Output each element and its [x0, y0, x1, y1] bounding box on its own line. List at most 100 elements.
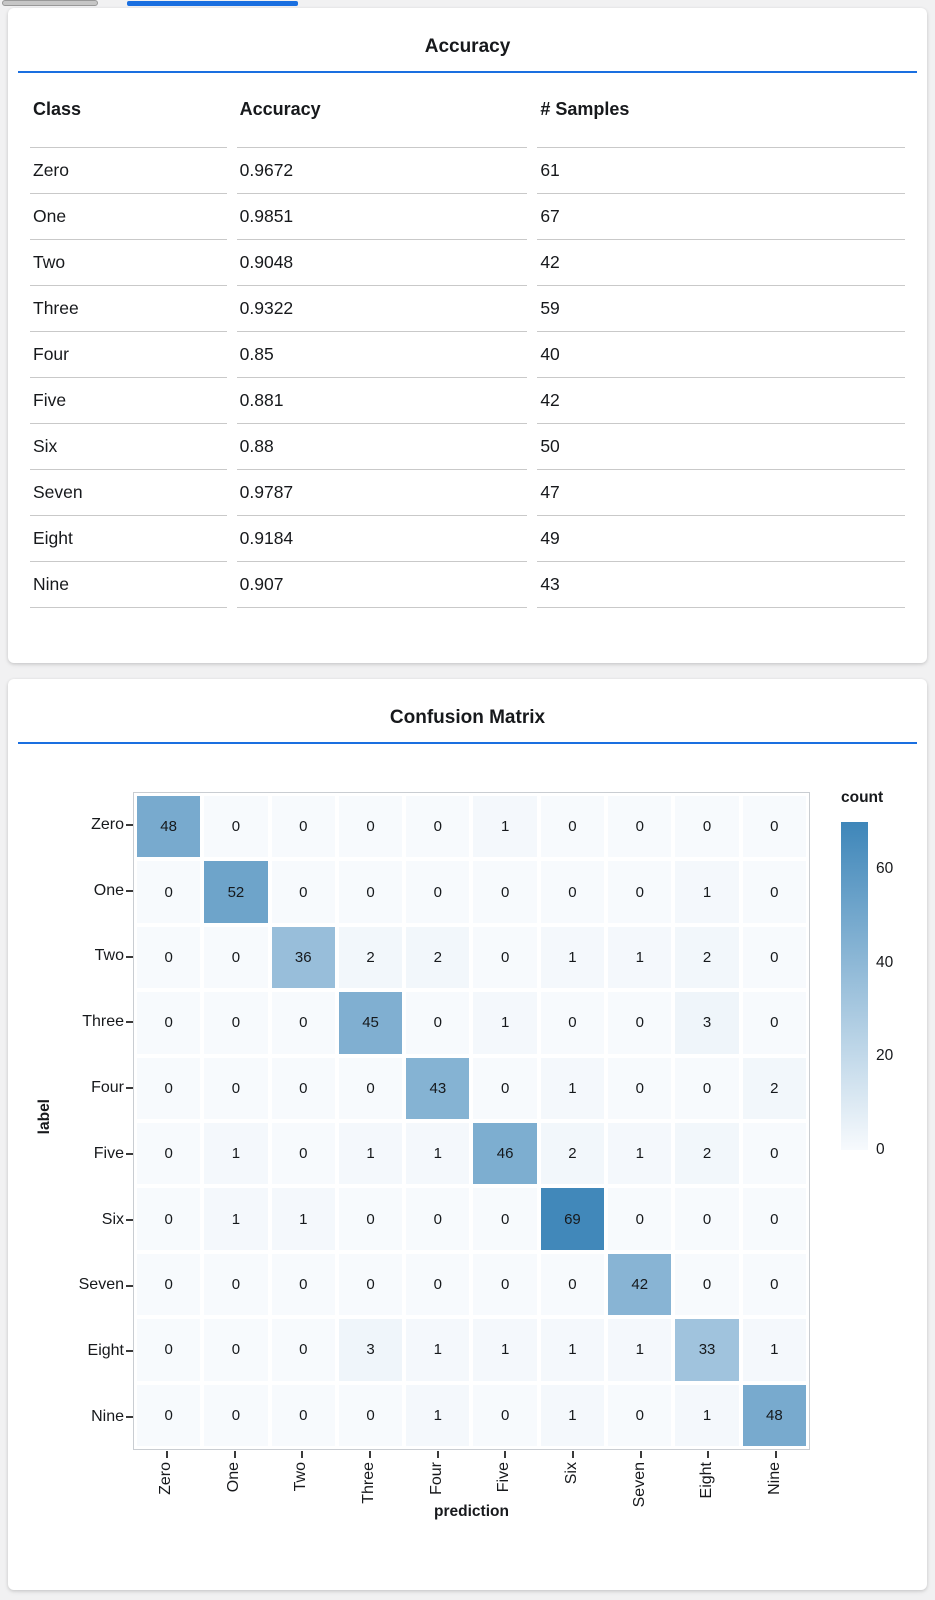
heatmap-cell: 43: [406, 1057, 470, 1119]
heatmap-cell: 0: [473, 926, 537, 989]
heatmap-cell: 0: [473, 1188, 537, 1250]
heatmap-cell: 0: [608, 1384, 672, 1446]
heatmap-cell: 0: [540, 1253, 605, 1316]
table-row: Five 0.881 42: [30, 378, 905, 424]
scrollbar-thumb[interactable]: [2, 0, 98, 6]
heatmap-cell: 0: [204, 1384, 268, 1446]
confusion-matrix-chart: 48 0 0 0 0 1 0 0 0 0 0 52 0 0 0 0 0 0 1 0 0 0 36 2 2 0 1 1 2 0 0 0 0 45 0 1…: [8, 679, 927, 1590]
heatmap-cell: 0: [338, 796, 403, 858]
class-cell: Two: [30, 240, 227, 286]
heatmap-cell: 0: [608, 1188, 672, 1250]
heatmap-cell: 0: [204, 992, 268, 1054]
heatmap-cell: 0: [608, 796, 672, 858]
heatmap-cell: 1: [473, 1319, 537, 1381]
x-tick-label: Four: [427, 1462, 445, 1495]
samples-cell: 61: [537, 148, 905, 194]
heatmap-cell: 0: [271, 1253, 335, 1316]
samples-cell: 47: [537, 470, 905, 516]
x-tick-label: One: [224, 1462, 242, 1493]
heatmap-cell: 1: [675, 861, 739, 923]
class-cell: Eight: [30, 516, 227, 562]
heatmap-cell: 0: [338, 1057, 403, 1119]
heatmap-cell: 0: [271, 1384, 335, 1446]
y-tick-label: Five: [93, 1144, 124, 1162]
y-tick-label: Six: [101, 1210, 124, 1228]
heatmap-cell: 0: [675, 1057, 739, 1119]
title-divider: [18, 71, 917, 73]
heatmap-cell: 0: [742, 926, 806, 989]
heatmap-cell: 0: [473, 861, 537, 923]
x-tick-label: Six: [563, 1462, 581, 1485]
class-cell: Five: [30, 378, 227, 424]
class-cell: Zero: [30, 148, 227, 194]
heatmap-cell: 46: [473, 1123, 537, 1185]
heatmap-cell: 0: [137, 992, 201, 1054]
heatmap-cell: 48: [137, 796, 201, 858]
table-row: Nine 0.907 43: [30, 562, 905, 608]
table-row: One 0.9851 67: [30, 194, 905, 240]
y-tick-label: Two: [94, 947, 124, 965]
accuracy-cell: 0.88: [236, 424, 528, 470]
heatmap-cell: 69: [540, 1188, 605, 1250]
x-tick-mark: [233, 1451, 236, 1458]
heatmap-cell: 2: [742, 1057, 806, 1119]
x-tick-label: Nine: [766, 1462, 784, 1495]
samples-cell: 42: [537, 240, 905, 286]
legend-tick-label: 40: [876, 953, 894, 971]
heatmap-cell: 3: [338, 1319, 403, 1381]
heatmap-cell: 0: [675, 1253, 739, 1316]
heatmap-cell: 0: [473, 1253, 537, 1316]
accuracy-panel: Accuracy Class Accuracy # Samples Zero 0.96…: [8, 8, 927, 663]
y-tick-label: Nine: [91, 1408, 124, 1426]
heatmap-cell: 0: [137, 1123, 201, 1185]
heatmap-cell: 2: [338, 926, 403, 989]
y-tick-mark: [126, 1152, 133, 1155]
accuracy-cell: 0.9787: [236, 470, 528, 516]
legend-gradient-bar: [841, 822, 868, 1150]
accuracy-panel-title: Accuracy: [424, 36, 511, 57]
heatmap-cell: 0: [338, 1384, 403, 1446]
heatmap-cell: 0: [338, 1188, 403, 1250]
column-header-class: Class: [30, 73, 227, 148]
x-tick-label: Five: [495, 1462, 513, 1493]
heatmap-plot-area: 48 0 0 0 0 1 0 0 0 0 0 52 0 0 0 0 0 0 1 0 0 0 36 2 2 0 1 1 2 0 0 0 0 45 0 1…: [133, 792, 810, 1450]
x-tick-mark: [165, 1451, 168, 1458]
heatmap-cell: 0: [204, 796, 268, 858]
heatmap-cell: 0: [742, 1123, 806, 1185]
table-row: Four 0.85 40: [30, 332, 905, 378]
heatmap-cell: 0: [137, 1384, 201, 1446]
samples-cell: 40: [537, 332, 905, 378]
accuracy-cell: 0.9322: [236, 286, 528, 332]
y-tick-mark: [126, 1021, 133, 1024]
samples-cell: 43: [537, 562, 905, 608]
heatmap-cell: 33: [675, 1319, 739, 1381]
heatmap-cell: 1: [540, 1384, 605, 1446]
heatmap-cell: 0: [675, 796, 739, 858]
table-row: Eight 0.9184 49: [30, 516, 905, 562]
heatmap-cell: 36: [271, 926, 335, 989]
heatmap-cell: 0: [271, 1057, 335, 1119]
heatmap-cell: 0: [742, 1188, 806, 1250]
heatmap-cell: 0: [540, 992, 605, 1054]
heatmap-cell: 0: [271, 1319, 335, 1381]
active-tab-indicator: [127, 1, 298, 6]
legend-title: count: [841, 789, 884, 806]
x-tick-mark: [639, 1451, 642, 1458]
heatmap-cell: 0: [473, 1384, 537, 1446]
heatmap-cell: 0: [540, 796, 605, 858]
heatmap-cell: 0: [742, 992, 806, 1054]
heatmap-cell: 0: [406, 861, 470, 923]
accuracy-cell: 0.881: [236, 378, 528, 424]
heatmap-cell: 1: [204, 1123, 268, 1185]
y-tick-mark: [126, 1218, 133, 1221]
x-tick-label: Eight: [698, 1462, 716, 1499]
heatmap-cell: 0: [406, 992, 470, 1054]
accuracy-cell: 0.9672: [236, 148, 528, 194]
heatmap-cell: 1: [473, 992, 537, 1054]
heatmap-cell: 0: [204, 1057, 268, 1119]
heatmap-cell: 2: [675, 926, 739, 989]
y-tick-label: Zero: [91, 815, 124, 833]
heatmap-cell: 1: [608, 926, 672, 989]
heatmap-cell: 0: [338, 861, 403, 923]
heatmap-cell: 1: [406, 1123, 470, 1185]
